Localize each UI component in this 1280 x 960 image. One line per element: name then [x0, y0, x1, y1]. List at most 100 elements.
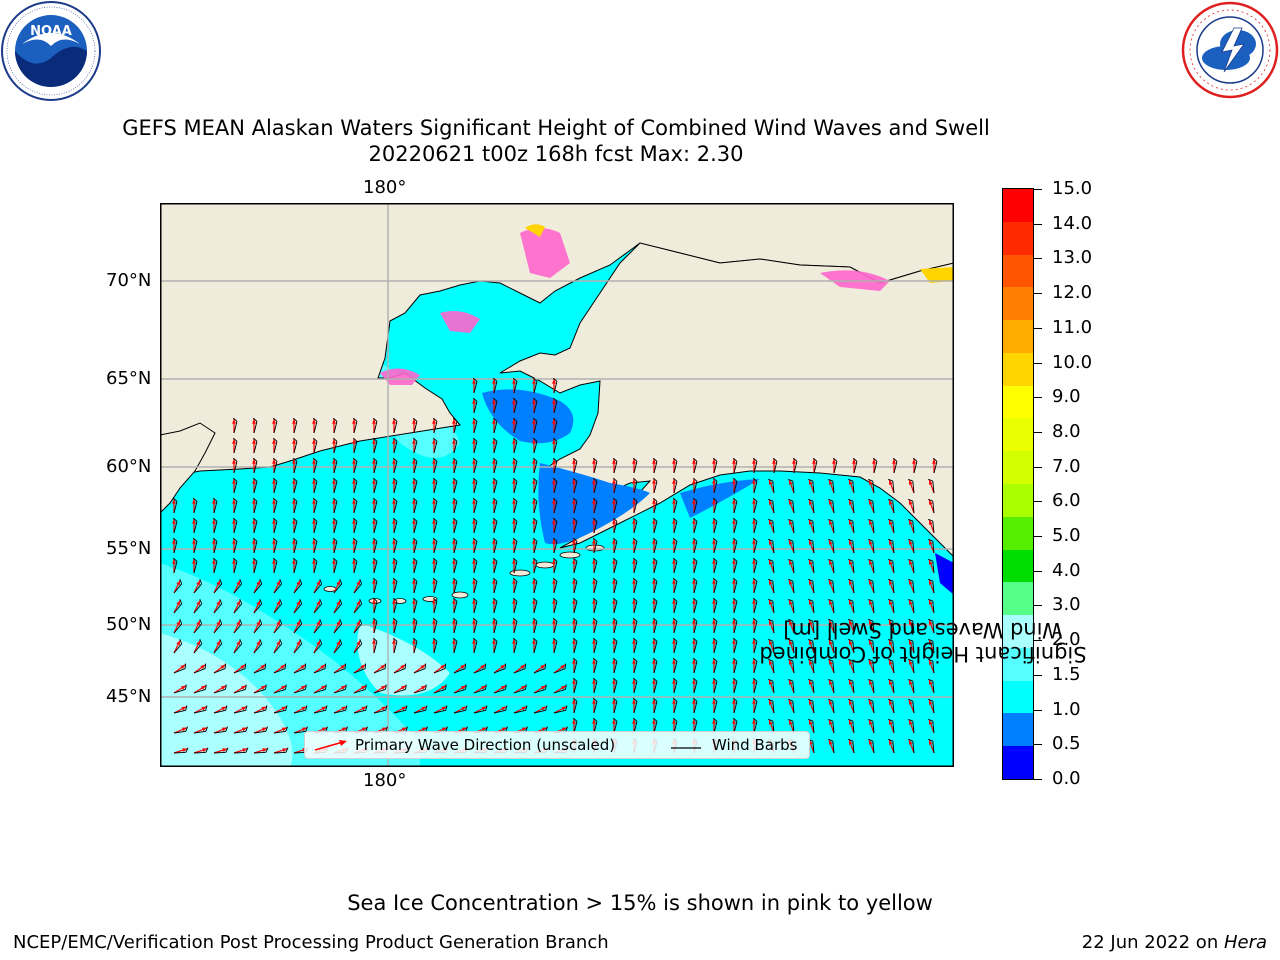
wind-barb [433, 581, 438, 594]
wind-barb-feather [492, 597, 498, 602]
wave-arrow-head [752, 579, 756, 584]
wind-barb [213, 501, 218, 514]
wind-barb-feather [472, 497, 478, 502]
wave-arrow-head [612, 679, 616, 684]
wave-arrow-head [532, 639, 536, 644]
wave-arrow-head [492, 619, 496, 624]
wind-barb-feather [732, 657, 738, 662]
wind-barb [673, 661, 678, 674]
wind-barb [193, 643, 203, 654]
wind-barb [493, 421, 498, 434]
colorbar-segment [1003, 549, 1033, 583]
wave-arrow-head [432, 639, 436, 644]
wind-barb-feather [672, 717, 678, 722]
wind-barb [193, 561, 198, 574]
wind-barb-feather [572, 537, 578, 542]
wave-arrow-head [460, 685, 466, 690]
wind-barb [912, 641, 915, 654]
wind-barb [553, 481, 558, 494]
wave-arrow-head [552, 559, 556, 564]
wind-barb [353, 623, 363, 634]
wave-arrow-head [572, 519, 576, 524]
wave-arrow-head [292, 419, 296, 424]
wind-barb-feather [332, 437, 338, 442]
wind-barb-feather [887, 678, 893, 682]
wave-arrow-head [272, 479, 276, 484]
wave-arrow-head [532, 419, 536, 424]
wave-arrow-head [768, 719, 773, 725]
wind-barb [193, 668, 206, 674]
wave-arrow-head [572, 539, 576, 544]
wave-arrow-head [552, 519, 556, 524]
wind-barb-feather [279, 599, 283, 604]
wind-barb-feather [632, 497, 638, 502]
wave-arrow-head [908, 539, 913, 545]
wind-barb-feather [345, 684, 347, 690]
wave-arrow-head [252, 419, 256, 424]
wave-arrow-head [492, 639, 496, 644]
wind-barb [373, 561, 378, 574]
wave-arrow-head [572, 639, 576, 644]
wind-barb [912, 561, 915, 574]
wave-arrow-head [421, 727, 427, 732]
map-legend: Primary Wave Direction (unscaled) Wind B… [304, 731, 810, 759]
wind-barb-feather [292, 537, 298, 542]
wave-arrow-head [888, 539, 893, 545]
wind-barb [413, 541, 418, 554]
colorbar-segment [1003, 582, 1033, 616]
wind-barb [593, 481, 598, 494]
wind-barb [832, 561, 835, 574]
wind-barb-feather [632, 717, 638, 722]
wind-barb [213, 668, 226, 674]
wave-arrow-head [732, 619, 736, 624]
wind-barb-feather [847, 478, 853, 482]
wind-barb [693, 661, 698, 674]
wave-arrow-head [612, 539, 616, 544]
wind-barb [473, 421, 478, 434]
wave-arrow-head [808, 639, 813, 645]
wave-arrow-head [532, 599, 536, 604]
wind-barb-feather [732, 497, 738, 502]
legend-wind-label: Wind Barbs [712, 736, 798, 754]
wave-arrow-head [868, 599, 873, 605]
wave-arrow-head [316, 640, 321, 646]
wind-barb-feather [525, 705, 528, 711]
wave-arrow-head [632, 719, 636, 724]
wind-barb [233, 521, 238, 534]
wave-arrow-head [176, 640, 181, 646]
wave-arrow-head [732, 699, 736, 704]
wind-barb [653, 701, 658, 714]
wave-arrow-head [692, 619, 696, 624]
wind-barb-feather [887, 738, 893, 742]
footer-host: Hera [1223, 932, 1267, 953]
wave-arrow-head [768, 639, 773, 645]
wind-barb-feather [219, 639, 223, 644]
colorbar-tick [1034, 779, 1042, 780]
wind-barb [593, 681, 598, 694]
colorbar-tick [1034, 640, 1042, 642]
wind-barb [832, 641, 835, 654]
wind-barb-feather [432, 577, 438, 582]
wind-barb-feather [692, 497, 698, 502]
chart-subtitle: 20220621 t00z 168h fcst Max: 2.30 [368, 142, 744, 166]
wave-arrow-head [512, 459, 516, 464]
colorbar-segment [1003, 320, 1033, 354]
wind-barb-feather [512, 597, 518, 602]
wave-arrow-head [572, 579, 576, 584]
wind-barb-feather [319, 619, 323, 624]
wind-barb-feather [672, 497, 678, 502]
wind-barb-feather [552, 557, 558, 562]
wind-barb-feather [452, 497, 458, 502]
wind-barb-feather [572, 717, 578, 722]
vector-layer [172, 377, 938, 754]
wave-arrow-head [752, 659, 756, 664]
wind-barb [613, 461, 618, 474]
wind-barb-feather [312, 497, 318, 502]
wind-barb [513, 581, 518, 594]
wind-barb [493, 689, 506, 694]
wind-barb [253, 751, 267, 754]
wind-barb [753, 581, 758, 594]
wave-arrow-head [452, 459, 456, 464]
wind-barb-feather [305, 684, 307, 690]
wind-barb [513, 481, 518, 494]
